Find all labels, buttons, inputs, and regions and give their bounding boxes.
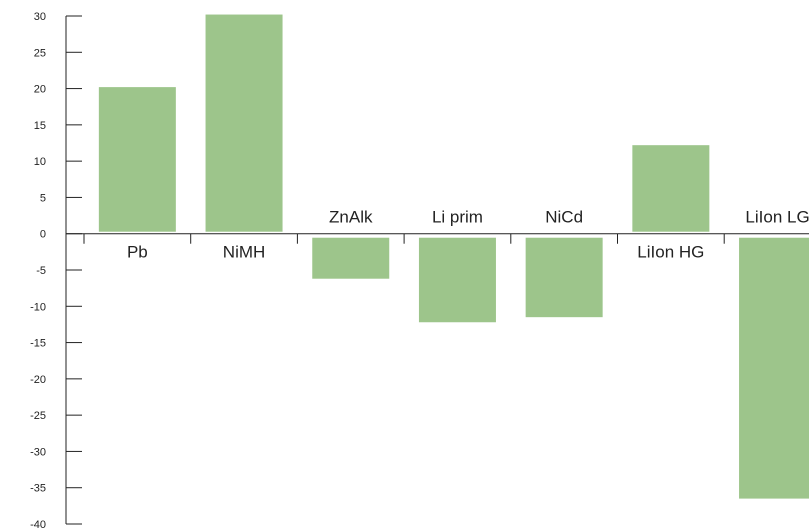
y-tick-label: 25 [34, 47, 46, 59]
y-tick-label: 5 [40, 192, 46, 204]
category-label: Li prim [432, 208, 483, 227]
y-tick-label: -30 [30, 446, 46, 458]
category-labels: Pb NiMH ZnAlk Li prim NiCd LiIon HG LiIon LG [127, 208, 809, 262]
category-label: NiCd [545, 208, 583, 227]
bar [525, 237, 603, 318]
bar [312, 237, 390, 279]
y-tick-label: -10 [30, 301, 46, 313]
y-tick-label: -20 [30, 374, 46, 386]
y-tick-label: -15 [30, 338, 46, 350]
bar [739, 237, 809, 499]
category-label: Pb [127, 243, 148, 262]
category-label: NiMH [223, 243, 266, 262]
bar [418, 237, 496, 323]
y-tick-label: -25 [30, 410, 46, 422]
category-label: LiIon HG [637, 243, 704, 262]
y-tick-label: -40 [30, 519, 46, 530]
category-label: LiIon LG [745, 208, 809, 227]
y-axis: 30 25 20 15 10 5 0 -5 -10 -15 -20 -25 -30 -35 -40 [30, 11, 82, 530]
bar [205, 14, 283, 232]
bars [98, 14, 809, 499]
bar [98, 87, 176, 232]
y-tick-label: -35 [30, 483, 46, 495]
y-tick-label: 0 [40, 229, 46, 241]
y-tick-label: 10 [34, 156, 46, 168]
y-tick-label: 15 [34, 120, 46, 132]
y-tick-label: -5 [36, 265, 46, 277]
bar [632, 145, 710, 232]
category-label: ZnAlk [329, 208, 373, 227]
y-tick-label: 20 [34, 84, 46, 96]
x-axis [66, 233, 809, 244]
y-tick-label: 30 [34, 11, 46, 23]
